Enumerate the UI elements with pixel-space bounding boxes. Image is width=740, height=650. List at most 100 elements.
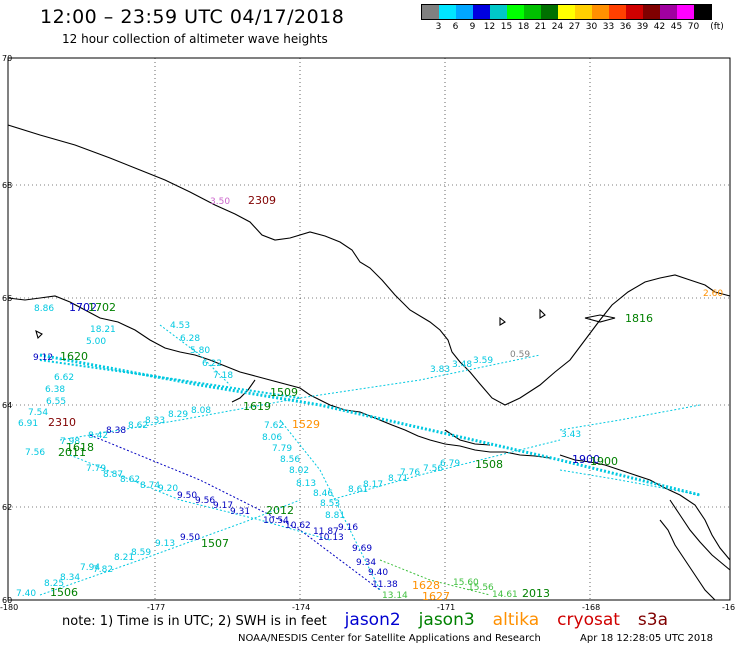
satellite-track — [69, 454, 331, 541]
track-label: 1620 — [60, 350, 88, 363]
legend-label: 45 — [670, 22, 683, 32]
track-label: 6.38 — [45, 385, 65, 395]
legend-swatch — [626, 5, 643, 19]
legend-swatch — [609, 5, 626, 19]
track-label: 3.59 — [473, 356, 493, 366]
legend-swatch — [490, 5, 507, 19]
track-label: 1628 — [412, 579, 440, 592]
map-frame — [7, 57, 731, 601]
longitude-label: -180 — [0, 603, 18, 612]
track-label: 2309 — [248, 194, 276, 207]
track-label: 7.62 — [264, 421, 284, 431]
satellite-jason3: jason3 — [418, 610, 475, 630]
track-label: 1702 — [69, 301, 97, 314]
track-label: 8.02 — [289, 466, 309, 476]
track-label: 4.53 — [170, 321, 190, 331]
satellite-jason2: jason2 — [344, 610, 401, 630]
track-label: 8.87 — [103, 470, 123, 480]
track-label: 1509 — [270, 386, 298, 399]
footer-note: note: 1) Time is in UTC; 2) SWH is in fe… — [62, 614, 327, 629]
track-label: 1900 — [572, 453, 600, 466]
legend-label: 18 — [517, 22, 530, 32]
track-label: 1508 — [475, 458, 503, 471]
track-label: 8.21 — [114, 553, 134, 563]
satellite-track — [39, 499, 301, 596]
footer-note-row: note: 1) Time is in UTC; 2) SWH is in fe… — [62, 610, 668, 630]
track-label: 8.13 — [296, 479, 316, 489]
track-label: 5.00 — [86, 337, 106, 347]
track-label: 7.56 — [25, 448, 45, 458]
track-label: 9.17 — [213, 501, 233, 511]
altimeter-tracks — [39, 324, 701, 596]
satellite-track — [559, 469, 701, 496]
track-label: 0.59 — [510, 350, 530, 360]
satellite-altika: altika — [492, 610, 540, 630]
satellite-cryosat: cryosat — [557, 610, 620, 630]
legend-swatch — [473, 5, 490, 19]
track-label: 8.46 — [313, 489, 333, 499]
satellite-track — [89, 434, 381, 591]
track-label: 13.14 — [382, 591, 408, 601]
track-label: 8.38 — [106, 426, 126, 436]
longitude-label: -168 — [582, 603, 600, 612]
track-label: 8.42 — [88, 431, 108, 441]
map-subtitle: 12 hour collection of altimeter wave hei… — [62, 32, 328, 46]
track-label: 8.17 — [363, 480, 383, 490]
legend-swatch — [456, 5, 473, 19]
satellite-track — [159, 324, 231, 386]
legend-unit: (ft) — [710, 22, 724, 32]
legend-label: 3 — [435, 22, 442, 32]
track-label: 7.56 — [423, 464, 443, 474]
track-label: 14.61 — [492, 590, 518, 600]
track-label: 8.62 — [128, 421, 148, 431]
latitude-label: 68 — [2, 181, 12, 190]
track-label: 7.18 — [213, 371, 233, 381]
legend-label: 12 — [483, 22, 496, 32]
track-label: 8.59 — [131, 548, 151, 558]
track-label: 7.82 — [93, 565, 113, 575]
generated-timestamp: Apr 18 12:28:05 UTC 2018 — [580, 633, 713, 644]
legend-label: 21 — [534, 22, 547, 32]
latitude-label: 64 — [2, 401, 12, 410]
track-label: 3.50 — [210, 197, 230, 207]
axis-labels: 70 68 66 64 62 60-180 -177 -174 -171 -168 -16 — [0, 54, 735, 612]
legend-labels: 3 6 9 12 15 18 21 24 27 30 33 36 39 42 45 70 (ft) — [421, 20, 724, 34]
track-label: 8.06 — [262, 433, 282, 443]
track-label: 9.40 — [368, 568, 388, 578]
credit-line: NOAA/NESDIS Center for Satellite Applica… — [238, 633, 541, 644]
track-label: 15.60 — [453, 578, 479, 588]
satellite-s3a: s3a — [637, 610, 669, 630]
track-label: 9.20 — [158, 484, 178, 494]
legend-label: 6 — [452, 22, 459, 32]
track-label: 9.50 — [177, 491, 197, 501]
track-label: 7.94 — [80, 563, 100, 573]
track-label: 9.56 — [195, 496, 215, 506]
track-label: 2012 — [266, 504, 294, 517]
legend-swatch — [575, 5, 592, 19]
track-label: 8.34 — [60, 573, 80, 583]
legend-label: 15 — [500, 22, 513, 32]
track-label: 1627 — [422, 590, 450, 603]
track-label: 8.81 — [325, 511, 345, 521]
track-label: 8.25 — [44, 579, 64, 589]
track-label: 7.98 — [60, 437, 80, 447]
track-label: 9.34 — [356, 558, 376, 568]
coastline — [7, 124, 731, 601]
latitude-label: 60 — [2, 596, 12, 605]
legend-swatch — [592, 5, 609, 19]
track-label: 9.12 — [33, 353, 53, 363]
track-label: 2013 — [522, 587, 550, 600]
legend-label: 70 — [687, 22, 700, 32]
track-label: 8.33 — [145, 416, 165, 426]
legend-label: 33 — [602, 22, 615, 32]
graticule — [8, 58, 730, 600]
legend-swatch — [694, 5, 711, 19]
legend-swatch — [677, 5, 694, 19]
track-label: 6.22 — [202, 359, 222, 369]
track-label: 10.13 — [318, 533, 344, 543]
track-label: 1702 — [88, 301, 116, 314]
legend-swatch — [507, 5, 524, 19]
longitude-label: -174 — [292, 603, 310, 612]
track-label: 6.79 — [440, 459, 460, 469]
satellite-track — [379, 559, 491, 596]
